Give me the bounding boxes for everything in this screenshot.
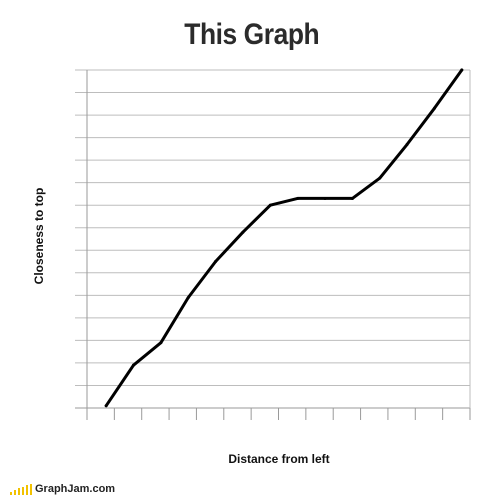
bar-chart-logo-icon: [10, 484, 32, 495]
data-point: [432, 106, 436, 110]
x-axis-ticks: [86, 408, 471, 420]
chart-title: This Graph: [184, 18, 320, 51]
x-axis-label: Distance from left: [228, 452, 330, 466]
data-point: [460, 68, 464, 72]
data-point: [323, 196, 327, 200]
logo-bar: [14, 490, 16, 495]
gridlines: [75, 69, 470, 386]
data-point: [378, 176, 382, 180]
data-point: [350, 196, 354, 200]
data-point: [241, 230, 245, 234]
data-point: [296, 196, 300, 200]
data-point: [214, 260, 218, 264]
data-point: [405, 142, 409, 146]
logo-bar: [10, 492, 12, 495]
logo-bar: [18, 488, 20, 495]
logo-bar: [30, 484, 32, 495]
logo-bar: [22, 487, 24, 495]
data-point: [159, 341, 163, 345]
site-logo-text: GraphJam.com: [35, 483, 116, 495]
site-footer: GraphJam.com: [10, 484, 115, 495]
axes: [75, 70, 471, 420]
data-point: [268, 203, 272, 207]
series-group: [104, 68, 464, 408]
y-axis-label: Closeness to top: [32, 187, 46, 285]
series-line: [104, 68, 464, 408]
data-point: [104, 404, 108, 408]
logo-bar: [26, 485, 28, 495]
data-point: [186, 296, 190, 300]
data-point: [132, 363, 136, 367]
